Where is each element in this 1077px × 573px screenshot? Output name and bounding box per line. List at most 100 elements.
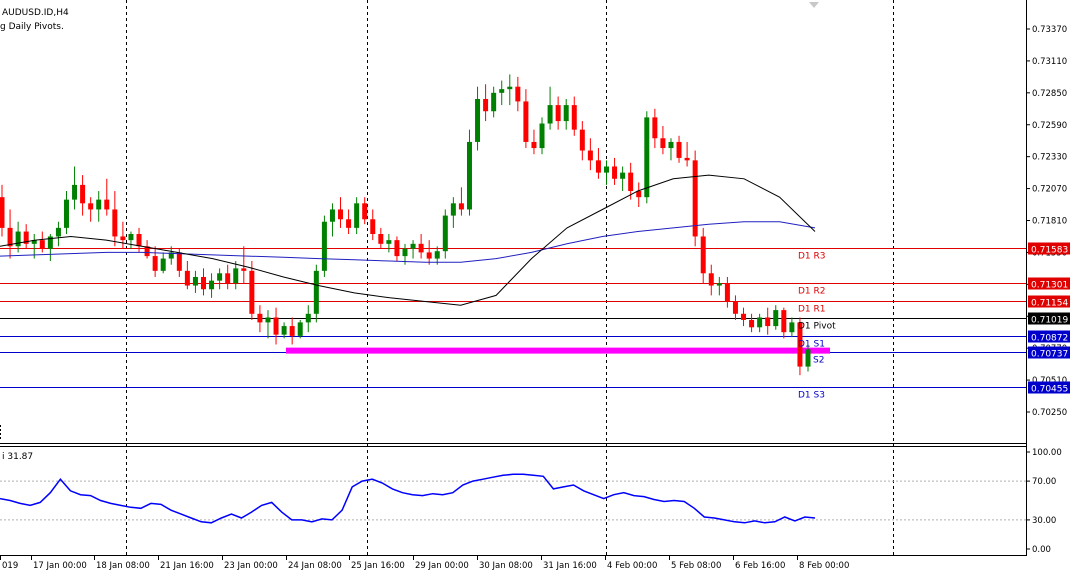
candle — [716, 276, 722, 296]
time-tick-label: 30 Jan 08:00 — [479, 561, 533, 571]
pivot-name-label: D1 S3 — [798, 391, 825, 401]
pivot-price-badge — [1028, 312, 1070, 325]
price-tick-label: 0.73110 — [1032, 57, 1067, 67]
candle — [257, 305, 263, 333]
pivot-name-label: D1 R2 — [798, 287, 826, 297]
pivot-price-label: 0.71583 — [1031, 246, 1068, 256]
ma-slow-line — [0, 221, 816, 263]
candle — [281, 322, 287, 339]
candle — [313, 264, 319, 323]
candle — [595, 148, 601, 179]
candle — [644, 111, 650, 204]
zone-bar — [286, 347, 830, 354]
candle — [475, 86, 481, 151]
time-tick-label: 4 Feb 00:00 — [607, 561, 657, 571]
time-tick-label: 8 Feb 00:00 — [799, 561, 849, 571]
candle — [434, 246, 440, 265]
time-tick-label: 019 — [2, 561, 18, 571]
candle — [394, 236, 400, 262]
symbol-label: AUDUSD.ID,H4 — [2, 8, 69, 18]
shift-marker-icon[interactable] — [809, 2, 819, 8]
candle — [620, 166, 626, 192]
oscillator-label: i 31.87 — [2, 452, 34, 462]
ma-fast-line — [0, 174, 816, 306]
candle — [676, 135, 682, 163]
candle — [297, 319, 303, 339]
candle — [587, 138, 593, 171]
osc-line — [0, 473, 816, 524]
candle — [289, 317, 295, 345]
candle — [483, 84, 489, 122]
candle — [708, 264, 714, 296]
candle — [458, 187, 464, 216]
candle — [684, 141, 690, 167]
pivot-price-badge — [1028, 330, 1070, 343]
candle — [88, 197, 94, 222]
candle — [128, 231, 134, 249]
candle — [531, 129, 537, 155]
candle — [225, 264, 231, 290]
candle — [217, 268, 223, 290]
price-tick-label: 0.72850 — [1032, 89, 1067, 99]
moving-averages — [0, 174, 816, 306]
candle — [523, 89, 529, 149]
candle — [499, 80, 505, 106]
pivot-price-badge — [1028, 381, 1070, 394]
candle — [273, 307, 279, 345]
candle — [628, 162, 634, 200]
candle — [249, 261, 255, 320]
candle — [192, 270, 198, 293]
candle — [515, 76, 521, 112]
candle — [652, 108, 658, 149]
pivot-name-label: D1 S1 — [798, 340, 825, 350]
indicator-label: g Daily Pivots. — [0, 22, 64, 32]
time-tick-label: 17 Jan 00:00 — [33, 561, 87, 571]
candle — [370, 209, 376, 241]
candle — [160, 252, 166, 274]
candle — [636, 182, 642, 207]
pivot-name-label: D1 R3 — [798, 252, 826, 262]
candle — [338, 197, 344, 228]
candle — [305, 305, 311, 333]
candle — [805, 344, 811, 372]
candle — [539, 117, 545, 155]
candle — [7, 209, 13, 259]
candle — [757, 313, 763, 333]
candle — [63, 191, 69, 235]
candle — [579, 121, 585, 161]
candle — [507, 74, 513, 106]
price-tick-label: 0.71810 — [1032, 217, 1067, 227]
candle — [741, 307, 747, 327]
candle — [265, 310, 271, 339]
osc-tick-label: 70.00 — [1032, 477, 1056, 487]
candle — [410, 240, 416, 259]
price-tick-label: 0.72590 — [1032, 121, 1067, 131]
candle — [724, 276, 730, 308]
time-tick-label: 23 Jan 00:00 — [224, 561, 278, 571]
candle — [450, 197, 456, 228]
candle — [378, 227, 384, 249]
candle — [80, 175, 86, 216]
pivot-price-badge — [1028, 242, 1070, 255]
time-tick-label: 25 Jan 16:00 — [351, 561, 405, 571]
chart-frame — [0, 0, 1027, 556]
support-zone — [286, 347, 830, 354]
oscillator-panel — [0, 473, 1026, 524]
candle — [362, 197, 368, 225]
candle — [386, 234, 392, 253]
price-tick-label: 0.72330 — [1032, 153, 1067, 163]
candle — [96, 191, 102, 222]
candle — [547, 86, 553, 130]
pivot-price-badge — [1028, 346, 1070, 359]
time-tick-label: 18 Jan 08:00 — [96, 561, 150, 571]
time-tick-label: 31 Jan 16:00 — [543, 561, 597, 571]
candle — [15, 221, 21, 253]
pivot-price-label: 0.71019 — [1031, 316, 1068, 326]
time-tick-label: 5 Feb 08:00 — [671, 561, 721, 571]
candle — [112, 191, 118, 247]
candle — [104, 178, 110, 216]
candle — [555, 96, 561, 130]
price-tick-label: 0.73370 — [1032, 25, 1067, 35]
pivot-price-label: 0.70872 — [1031, 334, 1068, 344]
